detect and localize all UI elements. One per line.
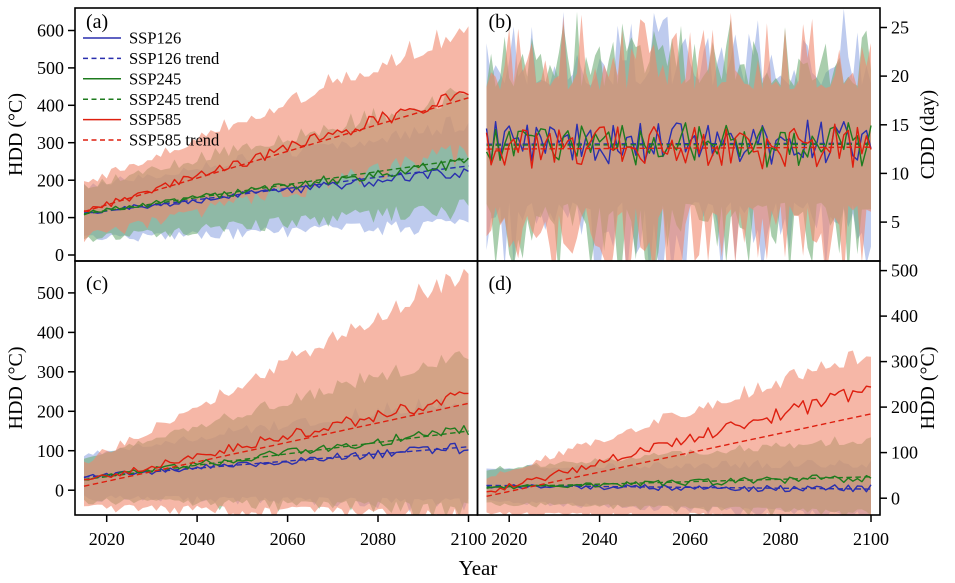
legend-entry-ssp245-trend: SSP245 trend xyxy=(83,90,220,109)
legend-entry-ssp585: SSP585 xyxy=(83,110,181,129)
panel-d-spines xyxy=(476,260,881,516)
panel-c-ssp585-trend-line xyxy=(83,402,469,487)
legend-entry-label: SSP126 trend xyxy=(129,49,220,68)
x-axis-title: Year xyxy=(459,556,498,580)
y-tick-label: 100 xyxy=(37,441,64,461)
panel-c-ssp585-band xyxy=(84,268,469,515)
y-tick-label: 0 xyxy=(55,245,64,265)
y-tick-label: 0 xyxy=(55,480,64,500)
y-tick-label: 300 xyxy=(37,362,64,382)
y-axis-title-c: HDD (°C) xyxy=(5,347,27,430)
y-axis-title-b: CDD (day) xyxy=(917,90,939,179)
panel-a: 0 100 200 300 400 500 600 (a) HDD (°C) xyxy=(5,7,479,265)
legend-entry-label: SSP585 xyxy=(129,110,181,129)
y-tick-label: 15 xyxy=(891,115,909,135)
x-tick-label: 2100 xyxy=(853,529,889,549)
legend-entry-ssp245: SSP245 xyxy=(83,69,181,88)
y-tick-label: 400 xyxy=(37,95,64,115)
y-tick-label: 400 xyxy=(891,306,918,326)
y-tick-label: 600 xyxy=(37,21,64,41)
panel-b-ssp585-trend-line xyxy=(486,146,872,150)
panel-a-ssp126-line xyxy=(83,167,469,214)
panel-d-ssp585-band xyxy=(486,350,871,515)
panel-b: 5 10 15 20 25 (b) CDD (day) xyxy=(476,7,939,262)
panel-d-ssp126-line xyxy=(486,484,872,493)
y-tick-label: 200 xyxy=(37,401,64,421)
y-axis-title-a: HDD (°C) xyxy=(5,93,27,176)
y-tick-label: 10 xyxy=(891,164,909,184)
panel-c-ssp585-line xyxy=(83,391,469,481)
y-tick-label: 400 xyxy=(37,323,64,343)
y-tick-label: 200 xyxy=(37,170,64,190)
panel-d-ssp585-line xyxy=(486,385,872,493)
x-tick-label: 2080 xyxy=(763,529,799,549)
y-tick-label: 500 xyxy=(37,283,64,303)
panel-a-ssp245-line xyxy=(83,157,469,216)
y-tick-label: 20 xyxy=(891,66,909,86)
panel-d-ssp245-trend-line xyxy=(486,476,872,488)
x-tick-label: 2060 xyxy=(672,529,708,549)
legend-entry-label: SSP585 trend xyxy=(129,131,220,150)
y-tick-label: 500 xyxy=(891,261,918,281)
panel-b-ssp126-line xyxy=(485,119,872,165)
legend-entry-label: SSP245 trend xyxy=(129,90,220,109)
legend-entry-ssp126: SSP126 xyxy=(83,29,181,48)
panel-label-b: (b) xyxy=(489,11,512,33)
x-tick-label: 2040 xyxy=(582,529,618,549)
legend-entry-label: SSP245 xyxy=(129,69,181,88)
x-tick-label: 2040 xyxy=(179,529,215,549)
y-tick-label: 25 xyxy=(891,18,909,38)
panel-b-ssp585-band xyxy=(486,12,871,261)
x-tick-label: 2060 xyxy=(270,529,306,549)
panel-c-ssp245-trend-line xyxy=(83,430,469,481)
y-tick-label: 100 xyxy=(37,208,64,228)
panel-label-c: (c) xyxy=(86,273,108,295)
y-tick-label: 100 xyxy=(891,443,918,463)
panel-a-ssp585-line xyxy=(83,91,469,213)
x-tick-label: 2080 xyxy=(360,529,396,549)
panel-a-ssp585-band xyxy=(84,26,469,243)
y-tick-label: 300 xyxy=(37,133,64,153)
x-tick-label: 2020 xyxy=(491,529,527,549)
panel-b-ssp245-line xyxy=(485,122,872,168)
y-tick-label: 300 xyxy=(891,352,918,372)
panel-b-ssp585-line xyxy=(485,123,872,170)
legend-entry-ssp126-trend: SSP126 trend xyxy=(83,49,220,68)
y-tick-label: 0 xyxy=(891,488,900,508)
panel-c: 0 100 200 300 400 500 2020 2040 2060 2080 2100 (c) H… xyxy=(5,260,487,549)
panel-a-ssp245-trend-line xyxy=(83,157,469,215)
y-axis-title-d: HDD (°C) xyxy=(917,347,939,430)
y-tick-label: 5 xyxy=(891,212,900,232)
panel-label-a: (a) xyxy=(86,11,108,33)
panel-d-ssp245-line xyxy=(486,474,872,490)
panel-d-ssp585-trend-line xyxy=(486,413,872,497)
plot-area: 0 100 200 300 400 500 600 (a) HDD (°C) 5 10 15 20 25 (… xyxy=(5,7,939,549)
panel-label-d: (d) xyxy=(489,273,512,295)
y-tick-label: 200 xyxy=(891,397,918,417)
panel-d: 0 100 200 300 400 500 2020 2040 2060 2080 2100 (d) H… xyxy=(476,260,939,549)
panel-c-ssp245-line xyxy=(83,425,470,481)
y-tick-label: 500 xyxy=(37,58,64,78)
legend-entry-ssp585-trend: SSP585 trend xyxy=(83,131,220,150)
panel-a-ssp585-trend-line xyxy=(83,97,469,213)
legend-entry-label: SSP126 xyxy=(129,29,181,48)
x-tick-label: 2020 xyxy=(89,529,125,549)
x-tick-label: 2100 xyxy=(451,529,487,549)
